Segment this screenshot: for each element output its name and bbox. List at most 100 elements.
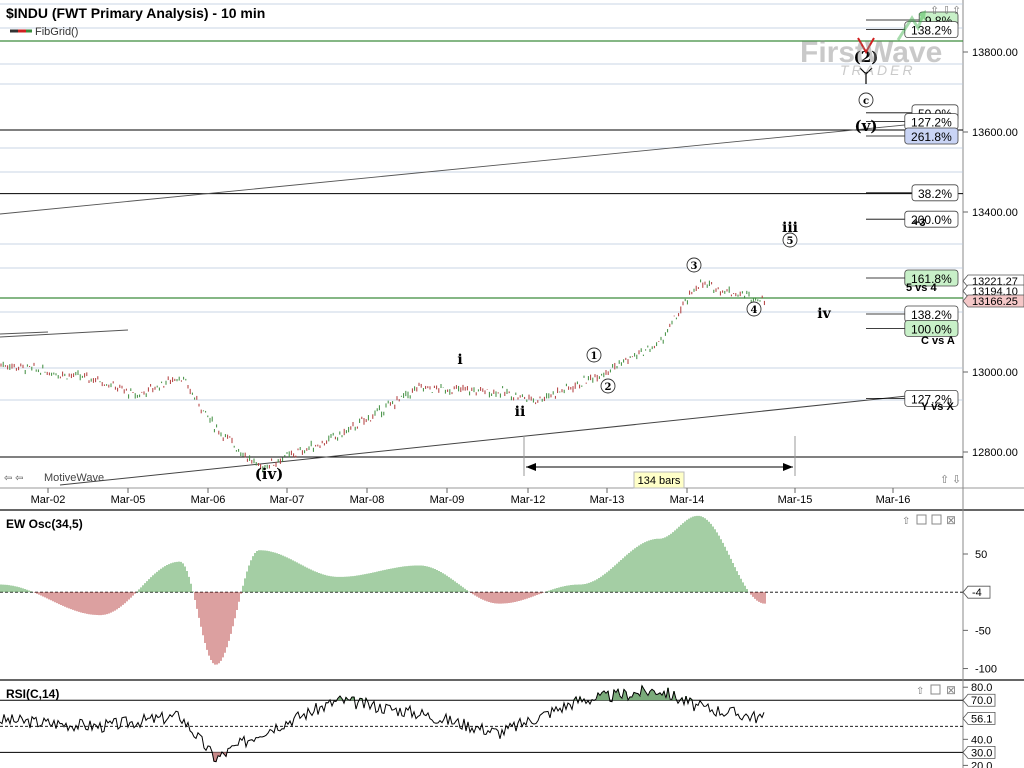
osc-axis-tick: -100 xyxy=(975,664,997,676)
wave-label: (v) xyxy=(855,117,878,135)
svg-text:c: c xyxy=(863,96,869,107)
svg-text:56.1: 56.1 xyxy=(971,713,992,725)
fib-label: 38.2% xyxy=(918,187,952,201)
bar-measure: 134 bars xyxy=(523,436,796,489)
fib-level[interactable]: 138.2% xyxy=(866,21,959,39)
date-axis-tick: Mar-06 xyxy=(191,494,226,506)
maximize-icon[interactable]: ⇧ xyxy=(916,686,924,697)
measure-label: 134 bars xyxy=(638,475,681,487)
wave-label: ii xyxy=(515,404,526,420)
svg-text:4: 4 xyxy=(751,305,758,316)
svg-text:iii: iii xyxy=(782,220,798,236)
osc-axis-tick: 50 xyxy=(975,549,987,561)
svg-text:3: 3 xyxy=(691,261,698,272)
svg-text:1: 1 xyxy=(591,351,598,362)
rsi-axis-tick: 30.0 xyxy=(962,745,996,759)
date-axis-tick: Mar-15 xyxy=(778,494,813,506)
fib-label: 127.2% xyxy=(911,116,952,130)
fib-level[interactable]: 161.8% xyxy=(866,269,959,287)
svg-text:⇩: ⇩ xyxy=(952,474,961,486)
fib-note: Y vs X xyxy=(921,401,954,413)
svg-text:⇦ ⇦: ⇦ ⇦ xyxy=(4,473,24,484)
wave-label: i xyxy=(457,352,462,368)
scroll-down-icon[interactable]: ⇧ xyxy=(940,474,949,486)
date-axis-tick: Mar-13 xyxy=(590,494,625,506)
wave-label: c xyxy=(858,92,874,108)
svg-text:⇧: ⇧ xyxy=(952,5,961,17)
wave-label: 3 xyxy=(686,257,702,273)
svg-text:⇩: ⇩ xyxy=(942,5,951,17)
wave-label: (iv) xyxy=(255,465,284,483)
svg-text:40.0: 40.0 xyxy=(971,734,992,746)
svg-text:ii: ii xyxy=(515,404,526,420)
osc-panel-controls[interactable]: ⇧ ⊠ xyxy=(902,513,956,527)
svg-text:(v): (v) xyxy=(855,117,878,135)
minimize-icon[interactable] xyxy=(916,514,927,525)
svg-text:13166.25: 13166.25 xyxy=(972,296,1018,308)
scroll-down2-icon[interactable]: ⇩ xyxy=(952,474,961,486)
date-axis-tick: Mar-14 xyxy=(670,494,705,506)
fib-label: 200.0% xyxy=(911,213,952,227)
wave-label: 2 xyxy=(600,378,616,394)
svg-text:⇧: ⇧ xyxy=(930,5,939,17)
svg-text:2: 2 xyxy=(605,382,612,393)
indicator-label: FibGrid() xyxy=(35,26,78,38)
wave-label: (2) xyxy=(854,48,879,66)
fib-level[interactable]: 200.0% xyxy=(866,210,959,228)
watermark: MotiveWave xyxy=(44,472,104,484)
close-icon[interactable]: ⊠ xyxy=(946,683,956,697)
svg-text:20.0: 20.0 xyxy=(971,760,992,768)
svg-text:i: i xyxy=(457,352,462,368)
minimize-icon[interactable] xyxy=(930,684,941,695)
osc-axis-tick: -50 xyxy=(975,625,991,637)
rsi-axis-tick: 70.0 xyxy=(962,693,996,707)
price-axis-tick: 13800.00 xyxy=(972,47,1018,59)
wave-label: iv xyxy=(817,306,831,322)
fib-label: 138.2% xyxy=(911,24,952,38)
fib-label: 127.2% xyxy=(911,392,952,406)
fib-level[interactable]: 38.2% xyxy=(866,184,959,202)
osc-value-marker: -4 xyxy=(962,585,991,599)
fib-label: 261.8% xyxy=(911,130,952,144)
scroll-up-icon[interactable]: ⇧ xyxy=(952,5,961,17)
svg-text:70.0: 70.0 xyxy=(971,695,992,707)
brand-top: FirstWave xyxy=(800,36,942,69)
date-axis-tick: Mar-07 xyxy=(270,494,305,506)
chart-title: $INDU (FWT Primary Analysis) - 10 min xyxy=(6,5,265,21)
trendline-short xyxy=(0,329,129,338)
price-marker: 13166.25 xyxy=(962,294,1024,308)
fib-label: 100.0% xyxy=(911,322,952,336)
svg-text:(2): (2) xyxy=(854,48,879,66)
date-axis-tick: Mar-09 xyxy=(430,494,465,506)
date-axis-tick: Mar-08 xyxy=(350,494,385,506)
fib-label: 161.8% xyxy=(911,272,952,286)
brand-logo: FirstWave TRADER xyxy=(800,10,942,78)
fib-level[interactable]: 127.2% xyxy=(866,389,959,407)
fib-level[interactable]: 100.0% xyxy=(866,319,959,337)
down-arrow-icon[interactable]: ⇩ xyxy=(942,5,951,17)
maximize-icon[interactable]: ⇧ xyxy=(902,516,910,527)
fib-level[interactable]: 261.8% xyxy=(866,127,959,145)
fib-level[interactable]: 138.2% xyxy=(866,305,959,323)
restore-icon[interactable] xyxy=(931,514,942,525)
osc-title: EW Osc(34,5) xyxy=(6,517,83,531)
brand-bottom: TRADER xyxy=(840,62,916,78)
date-axis-tick: Mar-02 xyxy=(31,494,66,506)
svg-text:⇧: ⇧ xyxy=(940,474,949,486)
price-axis-tick: 13400.00 xyxy=(972,207,1018,219)
up-arrow-icon[interactable]: ⇧ xyxy=(930,5,939,17)
rsi-title: RSI(C,14) xyxy=(6,687,59,701)
rsi-axis-tick: 80.0 xyxy=(963,682,992,694)
rsi-panel-controls[interactable]: ⇧ ⊠ xyxy=(916,683,956,697)
wave-chevron xyxy=(857,37,875,55)
fib-level[interactable]: 127.2% xyxy=(866,113,959,130)
date-axis-tick: Mar-05 xyxy=(111,494,146,506)
svg-text:80.0: 80.0 xyxy=(971,682,992,694)
close-icon[interactable]: ⊠ xyxy=(946,513,956,527)
fib-note: C vs A xyxy=(921,335,955,347)
price-axis-tick: 12800.00 xyxy=(972,447,1018,459)
svg-text:30.0: 30.0 xyxy=(971,747,992,759)
price-axis-tick: 13000.00 xyxy=(972,367,1018,379)
wave-label: iii xyxy=(782,220,798,236)
